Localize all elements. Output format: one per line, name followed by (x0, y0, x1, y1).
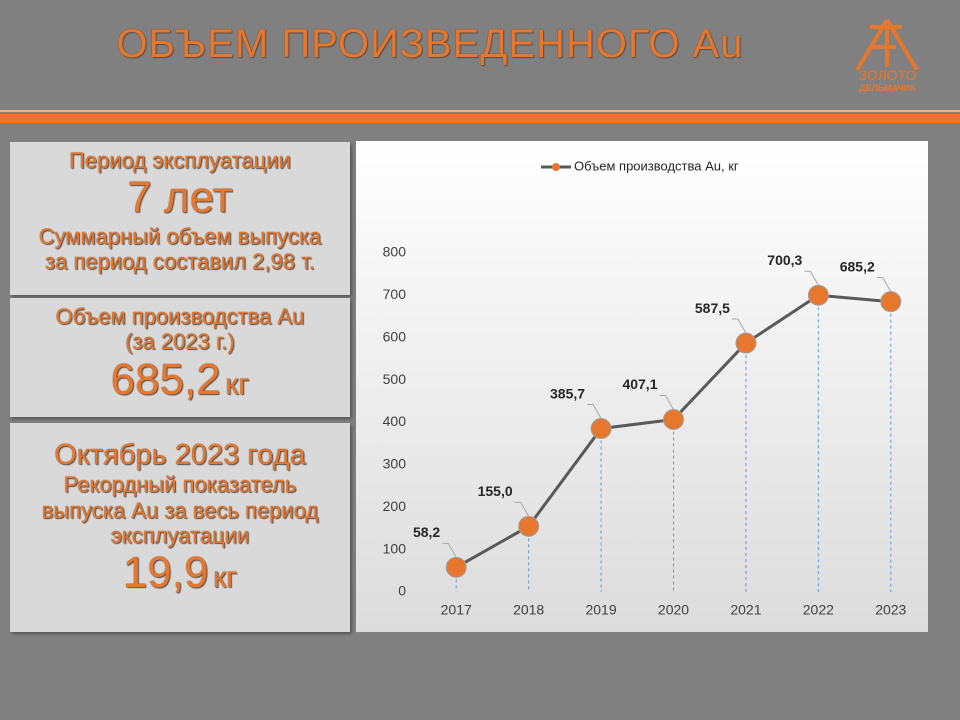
data-label: 385,7 (550, 385, 585, 401)
data-point (880, 291, 902, 313)
x-tick-label: 2023 (875, 602, 906, 618)
panel-text: Суммарный объем выпуска (38, 223, 322, 249)
x-tick-label: 2022 (803, 602, 834, 618)
panel: Период эксплуатации 7 лет Суммарный объе… (10, 142, 350, 295)
chart-background (356, 141, 928, 632)
panel-text: (за 2023 г.) (125, 329, 235, 355)
y-tick-label: 300 (383, 456, 407, 472)
panel-value: 7 лет (127, 173, 233, 223)
panel-value: 19,9 (122, 548, 209, 598)
leader-line (659, 394, 674, 410)
x-tick-label: 2019 (585, 602, 616, 618)
divider (0, 114, 960, 123)
panel-text: Объем производства Au (55, 304, 305, 329)
data-label: 700,3 (767, 252, 802, 268)
logo-text: ДЕЛЬМАЧИК (859, 83, 916, 93)
panel-value: 685,2 (110, 354, 221, 404)
divider (0, 110, 960, 112)
data-label: 587,5 (695, 300, 730, 316)
data-label: 58,2 (413, 524, 440, 540)
y-tick-label: 400 (383, 413, 407, 429)
panel-text: выпуска Au за весь период (41, 497, 319, 523)
data-point (445, 556, 467, 578)
data-label: 155,0 (478, 483, 513, 499)
x-tick-label: 2020 (658, 602, 689, 618)
panel-text: Рекордный показатель (63, 472, 297, 498)
panel-unit: кг (225, 367, 250, 401)
data-point (807, 284, 829, 306)
leader-line (804, 270, 819, 286)
x-tick-label: 2017 (441, 602, 472, 618)
y-tick-label: 500 (383, 371, 407, 387)
panel-text: эксплуатации (110, 522, 250, 548)
panel: Октябрь 2023 года Рекордный показатель в… (10, 423, 350, 632)
y-tick-label: 0 (398, 583, 406, 599)
y-tick-label: 200 (383, 498, 407, 514)
data-point (590, 418, 612, 440)
leader-line (876, 277, 892, 292)
x-tick-label: 2018 (513, 602, 544, 618)
logo-icon (855, 18, 919, 72)
y-tick-label: 600 (383, 328, 407, 344)
y-tick-label: 700 (383, 286, 407, 302)
x-tick-label: 2021 (730, 602, 761, 618)
logo-text: ЗОЛОТО (858, 67, 917, 83)
panel-text: Период эксплуатации (69, 148, 291, 173)
y-tick-label: 100 (383, 540, 407, 556)
leader-line (442, 542, 457, 558)
data-point (735, 332, 757, 354)
panel-text: за период составил 2,98 т. (45, 249, 315, 275)
data-label: 685,2 (840, 258, 875, 274)
logo: ЗОЛОТО ДЕЛЬМАЧИК (840, 15, 935, 93)
chart: 0 100 200 300 400 500 600 700 800 2017 2018 2019 202… (356, 141, 928, 632)
panel: Объем производства Au (за 2023 г.) 685,2… (10, 298, 350, 417)
slide-title: ОБЪЕМ ПРОИЗВЕДЕННОГО Au (116, 22, 744, 66)
leader-line (731, 318, 747, 334)
data-label: 407,1 (622, 376, 657, 392)
data-point (518, 515, 540, 537)
panel-unit: кг (213, 561, 238, 595)
legend-marker (552, 163, 560, 171)
panel-text: Октябрь 2023 года (54, 439, 306, 471)
leader-line (587, 404, 602, 419)
leader-line (514, 501, 530, 517)
y-tick-label: 800 (383, 244, 407, 260)
legend-label: Объем производства Au, кг (574, 158, 739, 173)
panel-value-row: 685,2 кг (10, 355, 350, 406)
data-point (663, 408, 684, 430)
panel-value-row: 19,9 кг (10, 548, 350, 599)
